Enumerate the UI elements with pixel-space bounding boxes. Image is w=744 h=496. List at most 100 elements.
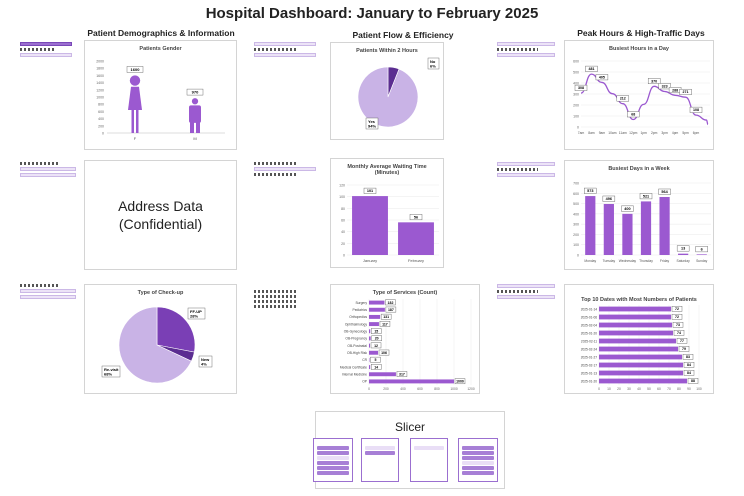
waiting-card: Monthly Average Waiting Time (Minutes) 0… [330, 158, 444, 268]
y-tick-label: 2025-02-11 [581, 339, 597, 343]
y-tick-label: 2000 [96, 60, 104, 64]
slicer-box-2[interactable] [361, 438, 399, 482]
data-label-box [676, 245, 690, 252]
y-tick-label: 700 [573, 182, 579, 186]
y-tick-label: 600 [98, 110, 104, 114]
slicer-box-3[interactable] [410, 438, 448, 482]
address-card: Address Data (Confidential) [84, 160, 237, 270]
y-tick-label: OB-Postnatal [347, 344, 367, 348]
dashboard-title: Hospital Dashboard: January to February … [205, 5, 539, 22]
data-label-box [385, 306, 397, 313]
within2h-chart-title: Patients Within 2 Hours [356, 48, 418, 54]
data-label: 56 [414, 215, 418, 219]
bar-monday [585, 196, 596, 255]
data-label: 405 [599, 75, 605, 79]
data-label-box [371, 335, 382, 342]
data-label-box [186, 88, 204, 96]
bar-2025-01-14 [599, 306, 671, 312]
y-tick-label: 200 [573, 104, 579, 108]
bar-ob-postnatal [369, 343, 371, 348]
busyhours-chart-title: Busiest Hours in a Day [609, 46, 669, 52]
data-label-box [126, 66, 144, 73]
checkup-card: Type of Check-up FF-UP 28% New 4% Re-visit 68… [84, 284, 237, 394]
y-tick-label: 0 [343, 254, 345, 258]
data-label-box [658, 83, 671, 90]
gender-chart-title: Patients Gender [139, 46, 182, 52]
data-label: 212 [620, 97, 626, 101]
x-tick-label: 1000 [450, 387, 458, 391]
bar-january [352, 196, 388, 255]
pie-label-box [198, 355, 213, 368]
data-label: 88 [691, 379, 695, 383]
filter-widget-4[interactable] [20, 162, 76, 179]
data-label: 308 [578, 86, 584, 90]
busyhours-card: Busiest Hours in a Day 0 100 200 300 400 500 6… [564, 40, 714, 150]
y-tick-label: 400 [98, 117, 104, 121]
data-label: 117 [382, 322, 388, 326]
x-tick-label: Wednesday [619, 259, 637, 263]
services-card: Type of Services (Count) 0 200 400 600 800 10… [330, 284, 480, 394]
y-tick-label: 800 [98, 103, 104, 107]
x-tick-label: 70 [667, 387, 671, 391]
data-label-box [627, 111, 640, 118]
data-label-box [647, 78, 661, 84]
pie-label: 6% [430, 64, 436, 69]
data-label: 108 [693, 108, 699, 112]
data-label: 187 [388, 308, 394, 312]
data-label-box [379, 321, 391, 327]
filter-widget-2[interactable] [254, 42, 316, 59]
x-tick-label: 1200 [467, 387, 475, 391]
y-tick-label: 500 [573, 202, 579, 206]
y-tick-label: 80 [341, 207, 345, 211]
slicer-box-1[interactable] [313, 438, 353, 482]
y-tick-label: Pediatrics [353, 308, 368, 312]
filter-widget-1[interactable] [20, 42, 72, 59]
bar-2025-01-20 [599, 330, 673, 336]
data-label: 68 [631, 113, 635, 117]
filter-widget-3[interactable] [497, 42, 555, 59]
y-tick-label: 60 [341, 219, 345, 223]
data-label: 106 [381, 351, 387, 355]
pie-label: 4% [201, 362, 207, 367]
x-tick-label: 20 [617, 387, 621, 391]
filter-widget-5[interactable] [254, 162, 316, 178]
x-tick-label: M [193, 136, 196, 141]
data-label: 496 [606, 197, 612, 201]
y-tick-label: 1600 [96, 74, 104, 78]
female-icon [129, 75, 141, 86]
slicer-box-4[interactable] [458, 438, 498, 482]
x-tick-label: 12pm [629, 131, 638, 135]
bar-ob-high-risk [369, 350, 379, 355]
pie-label-box [101, 365, 121, 378]
data-label-box [602, 195, 616, 202]
slicer-card: Slicer [313, 411, 505, 489]
x-tick-label: 400 [400, 387, 406, 391]
data-label-box [585, 65, 598, 72]
female-body [128, 86, 142, 110]
data-label: 6 [701, 247, 703, 251]
filter-widget-6[interactable] [497, 162, 555, 179]
waiting-chart-title: Monthly Average Waiting Time (Minutes) [347, 164, 427, 176]
data-label: 317 [399, 372, 405, 376]
data-label: 72 [675, 315, 679, 319]
services-chart-title: Type of Services (Count) [372, 290, 438, 296]
filter-widget-8[interactable] [254, 290, 314, 310]
y-tick-label: 100 [573, 243, 579, 247]
y-tick-label: 600 [573, 192, 579, 196]
y-tick-label: 2025-01-20 [581, 331, 598, 335]
y-tick-label: 1800 [96, 67, 104, 71]
y-tick-label: 400 [573, 212, 579, 216]
female-leg [131, 109, 134, 133]
data-label: 1000 [456, 380, 464, 384]
pie-label: 94% [368, 124, 376, 129]
bar-sunday [696, 254, 707, 255]
y-tick-label: 1200 [96, 88, 104, 92]
filter-widget-9[interactable] [497, 284, 555, 301]
data-label: 12 [374, 344, 378, 348]
filter-widget-7[interactable] [20, 284, 76, 301]
bar-F [128, 75, 142, 133]
x-tick-label: 0 [598, 387, 600, 391]
address-line1: Address Data [118, 198, 203, 214]
